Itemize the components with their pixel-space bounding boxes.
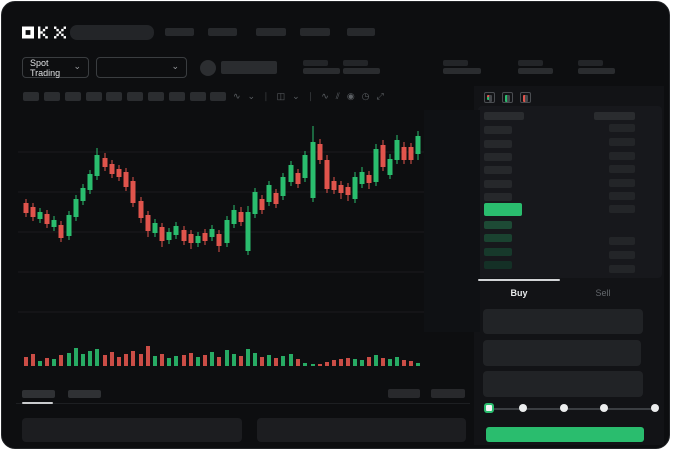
interval-button[interactable] [86, 92, 102, 101]
stat-label [518, 60, 543, 66]
slider-stop-dot[interactable] [600, 404, 608, 412]
interval-button[interactable] [169, 92, 185, 101]
camera-icon[interactable]: ◉ [346, 91, 355, 101]
nav-item[interactable] [208, 28, 237, 36]
stat-label [578, 60, 603, 66]
orderbook-amount[interactable] [609, 251, 635, 259]
stat-value [578, 68, 615, 74]
orderbook-bid-price[interactable] [484, 234, 512, 242]
orderbook-amount[interactable] [609, 265, 635, 273]
orders-tab-underline [22, 402, 53, 404]
active-tab-indicator [478, 279, 560, 281]
orders-action-button[interactable] [388, 389, 420, 398]
indicators-icon[interactable]: ◫ [276, 91, 286, 101]
chevron-down-icon: ⌄ [73, 61, 81, 71]
candle-style-icon[interactable]: ∿ [233, 91, 241, 101]
toolbar-separator: ❘ [306, 91, 315, 101]
orderbook-combined-icon[interactable] [484, 92, 495, 103]
interval-button[interactable] [148, 92, 164, 101]
order-form-field[interactable] [483, 340, 641, 366]
order-form-field[interactable] [483, 371, 643, 397]
trade-tabbar: Buy Sell [478, 279, 644, 303]
interval-button[interactable] [23, 92, 39, 101]
orderbook-ask-price[interactable] [484, 140, 512, 148]
orders-section-divider [16, 403, 470, 404]
orderbook-ask-price[interactable] [484, 153, 512, 161]
orderbook-amount[interactable] [609, 152, 635, 160]
stat-value [343, 68, 380, 74]
orderbook-ask-price[interactable] [484, 180, 512, 188]
nav-item[interactable] [347, 28, 375, 36]
orderbook-amount[interactable] [609, 165, 635, 173]
orderbook-asks-icon[interactable] [520, 92, 531, 103]
interval-button[interactable] [127, 92, 143, 101]
interval-button[interactable] [106, 92, 122, 101]
orderbook-bid-price[interactable] [484, 221, 512, 229]
chevron-down-icon: ⌄ [171, 61, 179, 71]
orders-action-button[interactable] [431, 389, 465, 398]
orders-panel [22, 418, 242, 442]
order-form-field[interactable] [483, 309, 643, 334]
interval-button[interactable] [44, 92, 60, 101]
orderbook-bid-price[interactable] [484, 261, 512, 269]
orderbook-bid-price[interactable] [484, 248, 512, 256]
orderbook-amount[interactable] [609, 192, 635, 200]
toolbar-separator: ❘ [262, 91, 270, 101]
stat-value [443, 68, 481, 74]
tab-sell[interactable]: Sell [595, 288, 611, 298]
nav-item[interactable] [300, 28, 330, 36]
orders-tab[interactable] [68, 390, 101, 398]
slider-stop-dot[interactable] [560, 404, 568, 412]
account-label [221, 61, 277, 74]
orderbook-ask-price[interactable] [484, 193, 512, 201]
interval-button[interactable] [210, 92, 226, 101]
buy-submit-button[interactable] [486, 427, 644, 442]
fullscreen-icon[interactable]: ⤢ [376, 91, 384, 101]
stat-value [303, 68, 340, 74]
orders-panel [257, 418, 466, 442]
orderbook-amount[interactable] [609, 205, 635, 213]
draw-tool-icon[interactable]: ⫽ [335, 91, 340, 101]
orderbook-column-header [594, 112, 635, 120]
stat-value [518, 68, 553, 74]
orderbook-amount[interactable] [609, 237, 635, 245]
stat-label [303, 60, 328, 66]
tab-buy[interactable]: Buy [510, 288, 528, 298]
market-type-dropdown[interactable]: Spot Trading ⌄ [22, 57, 89, 78]
orderbook-amount[interactable] [609, 179, 635, 187]
interval-button[interactable] [190, 92, 206, 101]
search-input[interactable] [70, 25, 154, 40]
orderbook-ask-price[interactable] [484, 166, 512, 174]
orderbook-view-switcher [484, 92, 531, 103]
chart-toolbar: ∿ ⌄ ❘ ◫ ⌄ ❘ ∿ ⫽ ◉ ◷ ⤢ [233, 90, 384, 103]
slider-handle[interactable] [484, 403, 494, 413]
orderbook-bids-icon[interactable] [502, 92, 513, 103]
orderbook-column-header [484, 112, 524, 120]
orderbook-ask-price[interactable] [484, 126, 512, 134]
depth-chart-panel [424, 110, 480, 332]
amount-slider[interactable] [487, 408, 657, 410]
slider-stop-dot[interactable] [519, 404, 527, 412]
slider-stop-dot[interactable] [651, 404, 659, 412]
orderbook-amount[interactable] [609, 124, 635, 132]
last-price-bar[interactable] [484, 203, 522, 216]
nav-item[interactable] [165, 28, 194, 36]
time-icon[interactable]: ◷ [361, 91, 370, 101]
nav-item[interactable] [256, 28, 286, 36]
stat-label [343, 60, 368, 66]
okx-logo[interactable] [22, 26, 66, 39]
chevron-down-icon[interactable]: ⌄ [247, 91, 256, 101]
interval-button[interactable] [65, 92, 81, 101]
pair-dropdown[interactable]: ⌄ [96, 57, 187, 78]
line-tool-icon[interactable]: ∿ [321, 91, 329, 101]
orderbook-amount[interactable] [609, 138, 635, 146]
pair-avatar[interactable] [200, 60, 216, 76]
market-type-label: Spot Trading [30, 57, 61, 78]
orders-tab[interactable] [22, 390, 55, 398]
stat-label [443, 60, 468, 66]
chevron-down-icon[interactable]: ⌄ [292, 91, 300, 101]
